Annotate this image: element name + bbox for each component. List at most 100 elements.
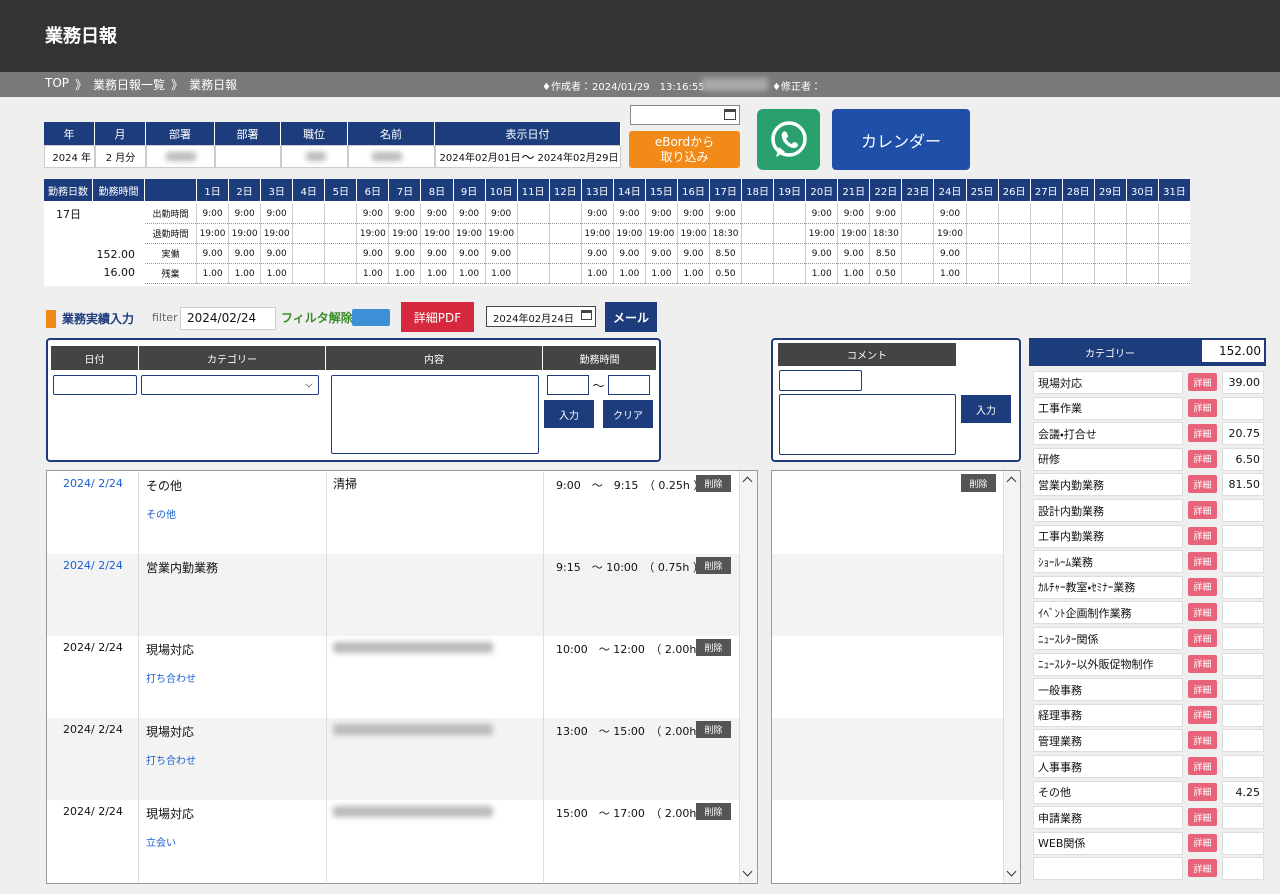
time-cell: 1.00 bbox=[676, 264, 710, 284]
category-select[interactable] bbox=[141, 375, 319, 395]
delete-button[interactable]: 削除 bbox=[696, 721, 731, 738]
time-cell: 8.50 bbox=[709, 244, 742, 264]
delete-button[interactable]: 削除 bbox=[696, 803, 731, 820]
category-detail-button[interactable]: 詳細 bbox=[1188, 782, 1217, 801]
category-detail-button[interactable]: 詳細 bbox=[1188, 526, 1217, 545]
comment-header: コメント bbox=[778, 343, 956, 366]
time-cell: 9.00 bbox=[388, 244, 421, 264]
time-cell: 1.00 bbox=[260, 264, 293, 284]
filter-input[interactable]: 2024/02/24 bbox=[180, 307, 276, 330]
record-date: 2024/ 2/24 bbox=[63, 805, 123, 818]
row-label: 退勤時間 bbox=[145, 224, 196, 244]
filter-clear[interactable]: フィルタ解除 bbox=[281, 311, 353, 325]
time-cell: 9:00 bbox=[196, 204, 229, 224]
category-name: 人事事務 bbox=[1033, 755, 1183, 778]
breadcrumb-separator: 》 bbox=[171, 78, 184, 92]
time-cell: 9:00 bbox=[452, 204, 485, 224]
time-cell bbox=[324, 204, 357, 224]
category-detail-button[interactable]: 詳細 bbox=[1188, 654, 1217, 673]
category-detail-button[interactable]: 詳細 bbox=[1188, 833, 1217, 852]
record-date: 2024/ 2/24 bbox=[63, 723, 123, 736]
time-cell: 19:00 bbox=[805, 224, 838, 244]
time-cell bbox=[548, 204, 581, 224]
time-cell: 9:00 bbox=[420, 204, 453, 224]
time-cell: 18:30 bbox=[709, 224, 742, 244]
column-line bbox=[543, 800, 544, 882]
time-cell: 19:00 bbox=[580, 224, 613, 244]
comment-textarea[interactable] bbox=[779, 394, 956, 455]
time-cell bbox=[1125, 264, 1158, 284]
category-detail-button[interactable]: 詳細 bbox=[1188, 424, 1217, 443]
delete-button[interactable]: 削除 bbox=[696, 639, 731, 656]
category-detail-button[interactable]: 詳細 bbox=[1188, 705, 1217, 724]
time-cell bbox=[548, 264, 581, 284]
content-field[interactable] bbox=[331, 375, 539, 454]
time-from-field[interactable] bbox=[547, 375, 589, 395]
category-hours bbox=[1222, 652, 1264, 676]
category-detail-button[interactable]: 詳細 bbox=[1188, 757, 1217, 775]
category-detail-button[interactable]: 詳細 bbox=[1188, 449, 1217, 468]
form-header: 日付 bbox=[51, 346, 139, 370]
record-category: その他 bbox=[146, 479, 183, 493]
mail-button[interactable]: メール bbox=[605, 302, 657, 332]
time-cell bbox=[1093, 224, 1126, 244]
category-detail-button[interactable]: 詳細 bbox=[1188, 398, 1217, 417]
calendar-button[interactable]: カレンダー bbox=[832, 109, 970, 170]
category-header: カテゴリー bbox=[1085, 348, 1135, 360]
time-cell: 9.00 bbox=[484, 244, 517, 264]
category-name: ﾆｭｰｽﾚﾀｰ以外販促物制作 bbox=[1033, 652, 1183, 676]
comment-submit[interactable]: 入力 bbox=[961, 395, 1011, 423]
day-header: 12日 bbox=[548, 179, 581, 201]
record-content-blurred bbox=[333, 806, 493, 817]
delete-button[interactable]: 削除 bbox=[696, 475, 731, 492]
breadcrumb-item[interactable]: 業務日報一覧 bbox=[93, 78, 166, 92]
time-sep: 〜 bbox=[592, 378, 605, 393]
time-cell bbox=[1061, 264, 1094, 284]
category-detail-button[interactable]: 詳細 bbox=[1188, 603, 1217, 622]
import-button[interactable]: eBordから 取り込み bbox=[629, 131, 740, 168]
category-hours bbox=[1222, 499, 1264, 522]
comment-delete-button[interactable]: 削除 bbox=[961, 474, 996, 492]
category-detail-button[interactable]: 詳細 bbox=[1188, 373, 1217, 391]
day-header: 28日 bbox=[1061, 179, 1094, 201]
time-cell bbox=[548, 224, 581, 244]
category-detail-button[interactable]: 詳細 bbox=[1188, 808, 1217, 827]
comment-input[interactable] bbox=[779, 370, 862, 391]
time-cell: 1.00 bbox=[420, 264, 453, 284]
date-field[interactable] bbox=[53, 375, 137, 395]
time-to-field[interactable] bbox=[608, 375, 650, 395]
breadcrumb-bar bbox=[0, 72, 1280, 97]
page-title: 業務日報 bbox=[45, 26, 117, 47]
time-cell bbox=[1029, 224, 1062, 244]
column-line bbox=[138, 800, 139, 882]
category-detail-button[interactable]: 詳細 bbox=[1188, 475, 1217, 494]
delete-button[interactable]: 削除 bbox=[696, 557, 731, 574]
header-bar bbox=[0, 0, 1280, 72]
time-cell bbox=[965, 264, 998, 284]
category-detail-button[interactable]: 詳細 bbox=[1188, 629, 1217, 647]
category-detail-button[interactable]: 詳細 bbox=[1188, 501, 1217, 519]
day-header: 5日 bbox=[324, 179, 356, 201]
time-cell: 19:00 bbox=[644, 224, 677, 244]
submit-button[interactable]: 入力 bbox=[544, 400, 594, 428]
pdf-button[interactable]: 詳細PDF bbox=[401, 302, 474, 332]
category-detail-button[interactable]: 詳細 bbox=[1188, 577, 1217, 596]
record-row bbox=[47, 472, 739, 554]
report-date-input[interactable]: 2024年02月24日 bbox=[486, 306, 596, 327]
category-detail-button[interactable]: 詳細 bbox=[1188, 731, 1217, 750]
breadcrumb-item[interactable]: TOP bbox=[45, 76, 70, 90]
category-detail-button[interactable]: 詳細 bbox=[1188, 552, 1217, 571]
category-detail-button[interactable]: 詳細 bbox=[1188, 680, 1217, 699]
filter-button[interactable] bbox=[352, 309, 390, 326]
whatsapp-button[interactable] bbox=[757, 109, 820, 170]
date-input[interactable] bbox=[630, 105, 740, 125]
record-row bbox=[47, 554, 739, 636]
blurred-text bbox=[166, 152, 196, 161]
column-line bbox=[326, 800, 327, 882]
clear-button[interactable]: クリア bbox=[603, 400, 653, 428]
info-cell bbox=[215, 145, 281, 168]
time-cell: 1.00 bbox=[580, 264, 613, 284]
time-cell bbox=[292, 264, 325, 284]
category-detail-button[interactable]: 詳細 bbox=[1188, 859, 1217, 878]
